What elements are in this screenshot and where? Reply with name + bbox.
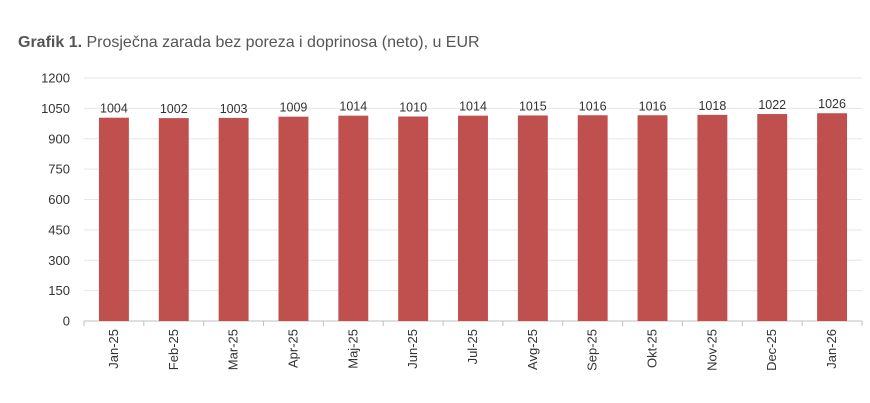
- data-label: 1002: [160, 102, 188, 116]
- x-tick-label: Jul-25: [465, 329, 480, 364]
- data-label: 1009: [280, 101, 308, 115]
- y-tick-label: 0: [63, 314, 70, 329]
- y-tick-label: 300: [48, 253, 70, 268]
- y-tick-label: 1050: [41, 101, 70, 116]
- bar: [817, 113, 848, 321]
- data-label: 1010: [399, 100, 427, 114]
- bar: [218, 117, 249, 321]
- bar: [577, 115, 608, 321]
- bar: [278, 116, 309, 322]
- x-tick-label: Maj-25: [345, 329, 360, 369]
- bar: [158, 118, 189, 321]
- chart-title: Grafik 1. Prosječna zarada bez poreza i …: [18, 34, 480, 52]
- y-tick-label: 750: [48, 162, 70, 177]
- data-label: 1015: [519, 99, 547, 113]
- bar: [637, 115, 668, 321]
- x-tick-label: Jun-25: [405, 329, 420, 369]
- data-label: 1026: [818, 97, 846, 111]
- bar: [398, 116, 429, 321]
- bar: [338, 115, 369, 321]
- y-tick-label: 900: [48, 131, 70, 146]
- x-tick-label: Jan-26: [824, 329, 839, 369]
- x-tick-label: Dec-25: [764, 329, 779, 371]
- data-label: 1022: [758, 98, 786, 112]
- bar: [458, 115, 488, 321]
- x-tick-label: Apr-25: [285, 329, 300, 368]
- y-tick-label: 600: [48, 192, 70, 207]
- data-label: 1014: [459, 100, 487, 114]
- y-tick-label: 150: [48, 283, 70, 298]
- data-label: 1016: [579, 99, 607, 113]
- x-tick-label: Okt-25: [645, 329, 660, 368]
- x-tick-label: Avg-25: [525, 329, 540, 370]
- bar: [697, 114, 728, 321]
- data-label: 1016: [639, 99, 667, 113]
- data-label: 1014: [339, 100, 367, 114]
- bar: [517, 115, 548, 322]
- y-tick-label: 450: [48, 222, 70, 237]
- x-tick-label: Feb-25: [166, 329, 181, 370]
- data-label: 1018: [698, 99, 726, 113]
- chart-title-text: Prosječna zarada bez poreza i doprinosa …: [82, 34, 480, 51]
- data-label: 1004: [100, 102, 128, 116]
- x-tick-label: Mar-25: [226, 329, 241, 370]
- data-label: 1003: [220, 102, 248, 116]
- x-tick-label: Nov-25: [704, 329, 719, 371]
- x-tick-label: Sep-25: [585, 329, 600, 371]
- bar: [98, 117, 129, 321]
- y-tick-label: 1200: [41, 71, 70, 86]
- chart-title-bold: Grafik 1.: [18, 34, 83, 51]
- x-tick-label: Jan-25: [106, 329, 121, 369]
- bar: [757, 114, 788, 321]
